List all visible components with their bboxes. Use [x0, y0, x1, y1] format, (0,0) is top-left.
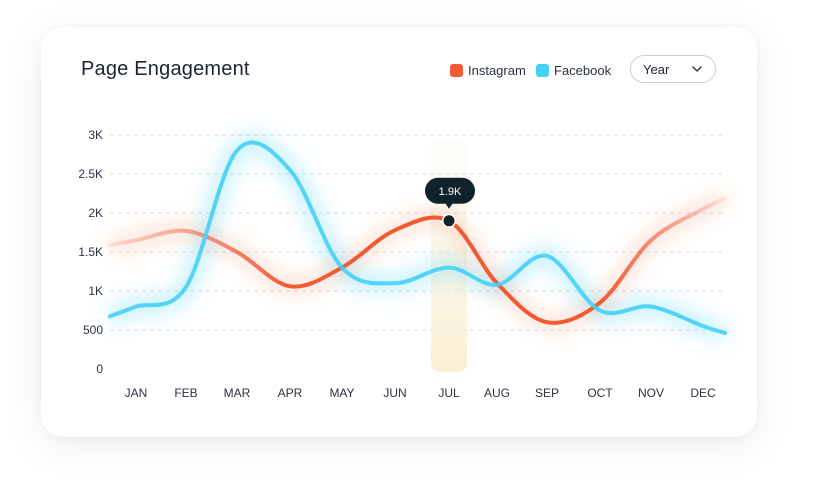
instagram-swatch: [450, 64, 463, 77]
facebook-swatch: [536, 64, 549, 77]
tooltip-pointer: [445, 202, 453, 209]
x-tick-label: JUN: [383, 386, 406, 400]
facebook-data-point: [494, 282, 500, 288]
instagram-data-point: [234, 249, 240, 255]
facebook-data-point: [597, 308, 603, 314]
tooltip-label: 1.9K: [439, 186, 462, 198]
period-dropdown[interactable]: Year: [630, 55, 716, 83]
highlight-point: [443, 215, 455, 227]
y-tick-label: 0: [96, 362, 103, 376]
chevron-down-icon: [692, 66, 702, 72]
x-tick-label: AUG: [484, 386, 510, 400]
y-tick-label: 3K: [88, 128, 103, 142]
instagram-data-point: [700, 206, 706, 212]
tooltip-bubble: [425, 177, 475, 204]
x-tick-label: MAR: [224, 386, 251, 400]
y-tick-label: 2K: [88, 206, 103, 220]
facebook-data-point: [287, 167, 293, 173]
instagram-data-point: [597, 300, 603, 306]
facebook-data-point: [700, 323, 706, 329]
x-tick-label: JUL: [438, 386, 460, 400]
highlight-band: [431, 140, 467, 372]
x-tick-label: SEP: [535, 386, 559, 400]
x-tick-label: FEB: [174, 386, 197, 400]
x-tick-label: NOV: [638, 386, 664, 400]
x-tick-label: JAN: [125, 386, 148, 400]
facebook-data-point: [234, 148, 240, 154]
y-tick-label: 500: [83, 323, 103, 337]
x-tick-label: MAY: [329, 386, 354, 400]
facebook-data-point: [183, 284, 189, 290]
instagram-data-point: [544, 319, 550, 325]
legend-facebook-label: Facebook: [554, 63, 612, 78]
facebook-data-point: [392, 280, 398, 286]
facebook-data-point: [133, 304, 139, 310]
y-tick-label: 1.5K: [78, 245, 103, 259]
x-tick-label: OCT: [587, 386, 613, 400]
instagram-data-point: [287, 283, 293, 289]
facebook-data-point: [648, 304, 654, 310]
facebook-data-point: [339, 265, 345, 271]
legend-instagram[interactable]: Instagram: [450, 63, 526, 78]
instagram-data-point: [133, 237, 139, 243]
x-tick-label: APR: [278, 386, 303, 400]
x-tick-label: DEC: [690, 386, 716, 400]
page-title: Page Engagement: [81, 58, 250, 80]
y-tick-label: 1K: [88, 284, 103, 298]
legend-instagram-label: Instagram: [468, 63, 526, 78]
period-dropdown-value: Year: [643, 61, 670, 77]
facebook-data-point: [446, 265, 452, 271]
instagram-data-point: [648, 237, 654, 243]
facebook-series-line: [108, 140, 727, 335]
facebook-data-point: [544, 253, 550, 259]
y-tick-label: 2.5K: [78, 167, 103, 181]
instagram-data-point: [392, 227, 398, 233]
instagram-series-line: [108, 196, 727, 325]
instagram-data-point: [183, 228, 189, 234]
legend-facebook[interactable]: Facebook: [536, 63, 611, 78]
